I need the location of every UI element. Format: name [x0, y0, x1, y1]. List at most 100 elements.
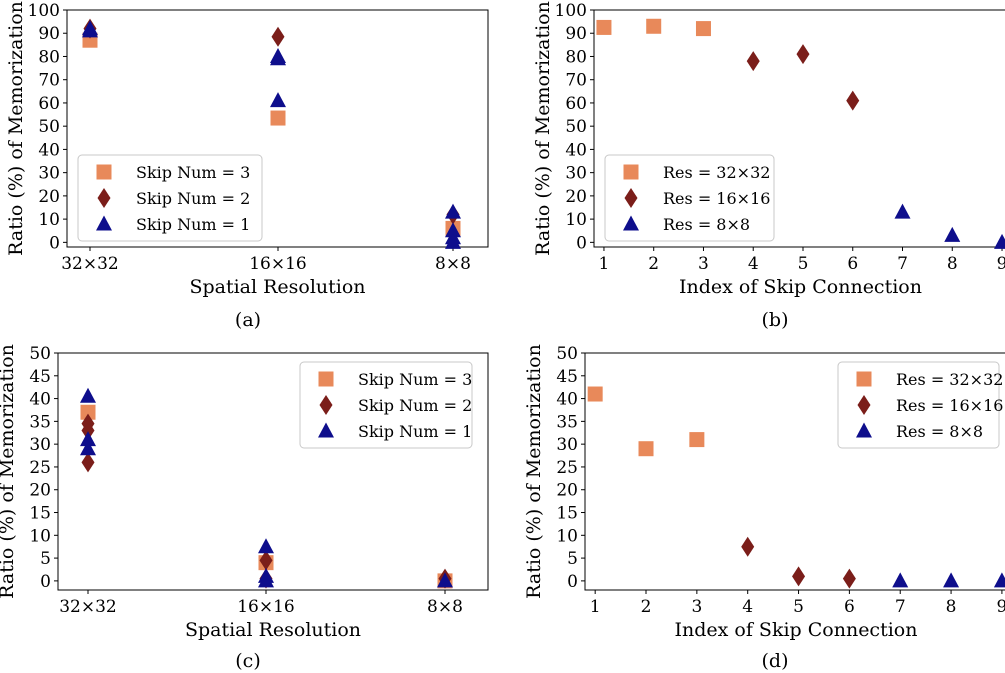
y-tick-label: 90: [38, 24, 60, 44]
legend-triangle-marker: [856, 422, 872, 438]
subplot-caption: (b): [762, 309, 789, 331]
x-tick-label: 4: [748, 254, 759, 274]
x-tick-label: 16×16: [237, 597, 295, 617]
data-point-triangle: [943, 572, 960, 588]
y-tick-label: 35: [29, 412, 51, 432]
data-point-diamond: [792, 566, 806, 587]
data-point-diamond: [81, 452, 95, 473]
legend-box: [299, 361, 473, 449]
y-tick-label: 10: [565, 210, 587, 230]
legend-box: [604, 154, 775, 242]
legend-diamond-marker: [857, 395, 871, 415]
legend-square-marker: [623, 164, 639, 180]
x-axis-label: Index of Skip Connection: [675, 619, 918, 641]
x-tick-label: 32×32: [61, 254, 119, 274]
axes-frame: [584, 352, 1005, 591]
x-tick-label: 9: [997, 254, 1005, 274]
legend-label: Res = 8×8: [896, 422, 983, 441]
legend: Skip Num = 3 Skip Num = 2 Skip Num = 1: [299, 361, 473, 449]
data-point-triangle: [270, 92, 286, 108]
legend: Skip Num = 3 Skip Num = 2 Skip Num = 1: [77, 154, 263, 242]
legend-label: Skip Num = 3: [136, 163, 250, 182]
y-tick-label: 30: [29, 435, 51, 455]
legend-label: Skip Num = 2: [136, 189, 250, 208]
legend: Res = 32×32 Res = 16×16 Res = 8×8: [837, 361, 1003, 449]
legend-label: Res = 16×16: [896, 396, 1003, 415]
x-tick-label: 1: [599, 254, 610, 274]
data-point-triangle: [993, 572, 1005, 588]
legend-square-marker: [856, 371, 872, 387]
y-tick-label: 70: [38, 71, 60, 91]
data-point-square: [695, 21, 711, 37]
y-tick-label: 40: [556, 390, 578, 410]
subplot-caption: (a): [235, 309, 261, 331]
y-tick-label: 20: [38, 187, 60, 207]
y-tick-label: 50: [565, 117, 587, 137]
data-point-diamond: [259, 550, 273, 571]
y-tick-label: 25: [556, 458, 578, 478]
y-tick-label: 60: [38, 94, 60, 114]
y-tick-label: 50: [38, 117, 60, 137]
data-point-diamond: [746, 51, 760, 72]
legend-triangle-marker: [318, 422, 334, 438]
legend-label: Res = 32×32: [663, 163, 770, 182]
x-tick-label: 3: [691, 597, 702, 617]
y-tick-label: 60: [565, 94, 587, 114]
y-tick-label: 15: [29, 504, 51, 524]
y-tick-label: 25: [29, 458, 51, 478]
x-tick-label: 7: [895, 597, 906, 617]
data-point-triangle: [270, 50, 286, 66]
x-axis-label: Index of Skip Connection: [679, 276, 922, 298]
y-axis-label: Ratio (%) of Memorization: [523, 344, 545, 599]
y-tick-label: 45: [556, 367, 578, 387]
y-tick-label: 45: [29, 367, 51, 387]
y-tick-label: 5: [567, 549, 578, 569]
x-tick-label: 8: [946, 597, 957, 617]
data-point-diamond: [842, 568, 856, 589]
legend-square-marker: [318, 371, 334, 387]
x-tick-label: 6: [844, 597, 855, 617]
data-point-square: [689, 432, 705, 448]
legend-diamond-marker: [319, 395, 333, 415]
y-tick-label: 80: [38, 47, 60, 67]
legend-triangle-marker: [623, 215, 639, 231]
legend: Res = 32×32 Res = 16×16 Res = 8×8: [604, 154, 775, 242]
data-points: [80, 387, 453, 589]
y-axis-label: Ratio (%) of Memorization: [532, 1, 554, 256]
y-tick-label: 40: [38, 140, 60, 160]
x-tick-label: 8×8: [435, 254, 471, 274]
data-point-diamond: [741, 536, 755, 557]
y-tick-label: 0: [40, 572, 51, 592]
x-tick-label: 32×32: [59, 597, 117, 617]
subplot-caption: (d): [762, 650, 789, 672]
data-point-triangle: [894, 203, 911, 219]
x-tick-label: 9: [997, 597, 1005, 617]
axes-frame: [593, 9, 1005, 248]
y-tick-label: 30: [565, 164, 587, 184]
data-point-square: [596, 19, 612, 35]
y-tick-label: 0: [49, 233, 60, 253]
y-tick-label: 90: [565, 24, 587, 44]
x-tick-label: 5: [793, 597, 804, 617]
x-tick-label: 2: [648, 254, 659, 274]
y-tick-label: 30: [556, 435, 578, 455]
legend-box: [837, 361, 1000, 449]
y-tick-label: 50: [556, 344, 578, 364]
legend-box: [77, 154, 263, 242]
y-tick-label: 20: [565, 187, 587, 207]
x-tick-label: 1: [590, 597, 601, 617]
y-tick-label: 20: [29, 481, 51, 501]
data-point-square: [587, 386, 603, 402]
y-tick-label: 10: [29, 526, 51, 546]
axes-frame: [57, 352, 489, 591]
data-point-diamond: [796, 44, 810, 65]
subplot-caption: (c): [235, 650, 260, 672]
data-point-triangle: [892, 572, 909, 588]
legend-label: Skip Num = 3: [358, 370, 472, 389]
data-points: [587, 386, 1005, 589]
x-tick-label: 8×8: [427, 597, 463, 617]
data-point-diamond: [271, 26, 285, 47]
